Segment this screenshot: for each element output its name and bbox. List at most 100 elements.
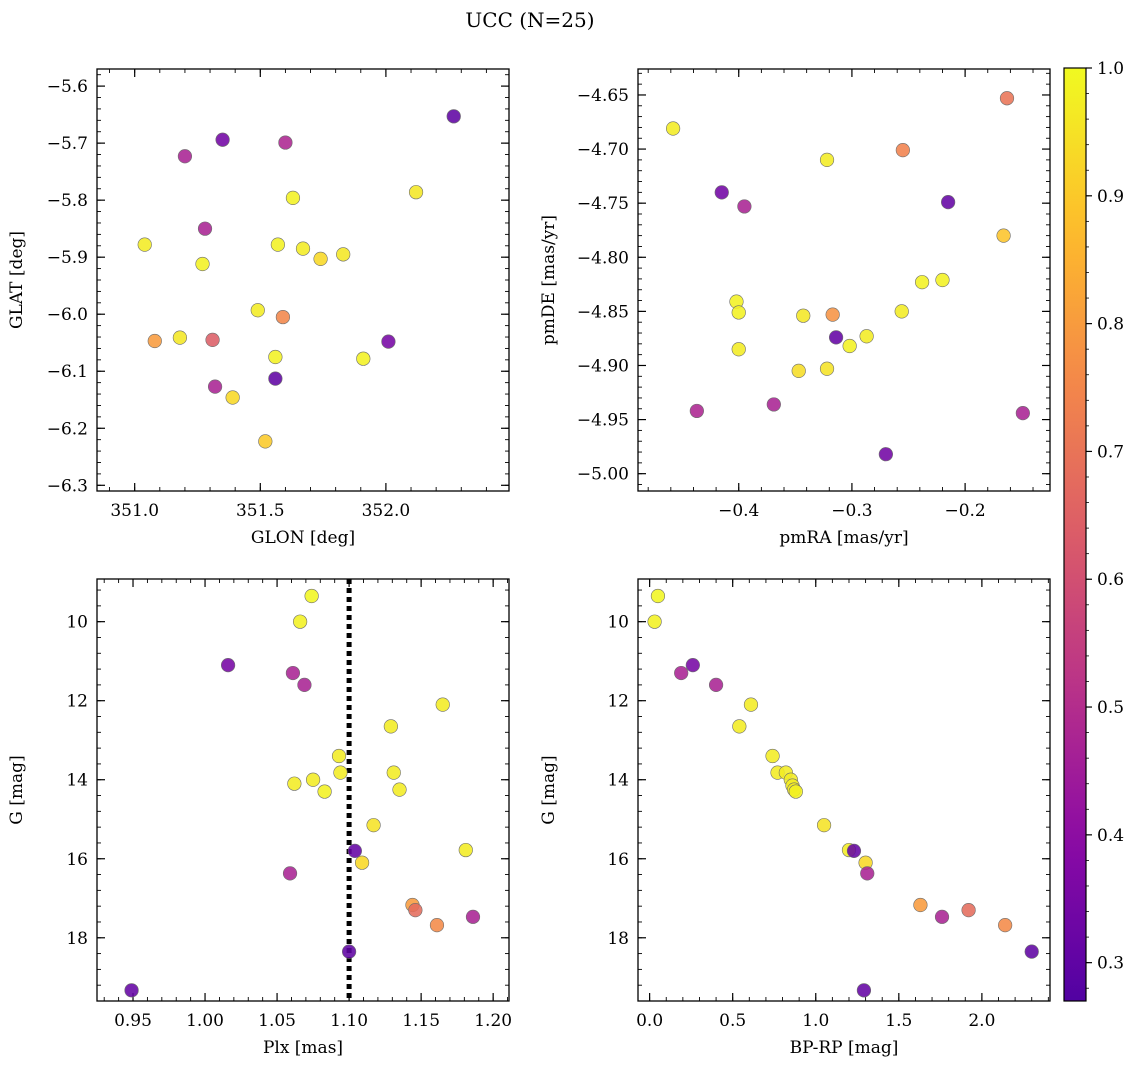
data-point bbox=[458, 842, 473, 858]
data-point bbox=[356, 351, 371, 366]
y-tick-label: −5.7 bbox=[47, 134, 88, 154]
y-tick-label: −6.3 bbox=[47, 476, 88, 496]
data-point bbox=[295, 241, 311, 256]
x-tick-label: 1.05 bbox=[258, 1011, 296, 1031]
data-point bbox=[392, 782, 407, 797]
y-tick-label: −4.85 bbox=[577, 302, 629, 322]
data-point bbox=[791, 363, 806, 378]
data-point bbox=[258, 434, 273, 449]
colorbar-tick-label: 0.9 bbox=[1097, 187, 1124, 207]
x-tick-label: 351.5 bbox=[236, 501, 285, 521]
data-point bbox=[268, 371, 283, 386]
data-point bbox=[1015, 405, 1030, 421]
x-axis-label: BP-RP [mag] bbox=[790, 1038, 899, 1058]
data-point bbox=[270, 237, 285, 252]
data-point bbox=[685, 658, 700, 673]
data-point bbox=[816, 818, 832, 833]
data-point bbox=[285, 665, 301, 681]
data-point bbox=[381, 334, 396, 349]
data-point bbox=[268, 349, 283, 365]
x-tick-label: −0.3 bbox=[831, 501, 872, 521]
y-tick-label: 14 bbox=[66, 771, 88, 791]
y-tick-label: 10 bbox=[607, 613, 629, 633]
data-point bbox=[282, 866, 298, 881]
y-axis-label: GLAT [deg] bbox=[7, 231, 27, 329]
x-tick-label: 1.15 bbox=[402, 1011, 440, 1031]
data-point bbox=[215, 132, 230, 147]
colorbar-tick-label: 0.7 bbox=[1097, 442, 1124, 462]
data-point bbox=[737, 199, 752, 214]
data-point bbox=[665, 121, 681, 136]
data-point bbox=[689, 403, 704, 419]
data-point bbox=[197, 221, 213, 236]
data-point bbox=[275, 309, 291, 325]
data-point bbox=[743, 697, 759, 712]
data-point bbox=[878, 447, 893, 462]
data-point bbox=[313, 251, 328, 266]
x-tick-label: −0.4 bbox=[718, 501, 759, 521]
data-point bbox=[278, 135, 293, 150]
data-point bbox=[913, 897, 928, 913]
x-tick-label: 351.0 bbox=[110, 501, 159, 521]
panels: 351.0 351.5 352.0 −5.6 −5.7 −5.8 −5.9 −6.0 −6.1 −… bbox=[7, 68, 1051, 1058]
data-point bbox=[386, 765, 401, 780]
data-point bbox=[304, 588, 319, 604]
y-tick-label: −6.0 bbox=[47, 305, 88, 325]
y-tick-label: −6.2 bbox=[47, 419, 88, 439]
data-point bbox=[429, 918, 445, 933]
y-tick-label: 12 bbox=[607, 692, 629, 712]
data-point bbox=[336, 247, 351, 262]
y-tick-label: −5.9 bbox=[47, 248, 88, 268]
data-point bbox=[446, 109, 461, 124]
data-point bbox=[147, 333, 162, 349]
y-tick-label: −4.70 bbox=[577, 140, 629, 160]
panel-1: 351.0 351.5 352.0 −5.6 −5.7 −5.8 −5.9 −6.0 −6.1 −… bbox=[7, 68, 510, 548]
data-point bbox=[408, 185, 424, 200]
data-point bbox=[333, 765, 348, 780]
data-point bbox=[1024, 944, 1039, 959]
data-point bbox=[856, 983, 872, 998]
data-point bbox=[366, 818, 381, 833]
x-tick-label: 1.5 bbox=[885, 1011, 912, 1031]
data-point bbox=[172, 330, 188, 345]
colorbar: 0.3 0.4 0.5 0.6 0.7 0.8 0.9 1.0 bbox=[1063, 59, 1124, 1002]
data-point bbox=[205, 332, 220, 347]
data-point bbox=[647, 614, 662, 629]
data-point bbox=[788, 784, 803, 799]
x-tick-label: 0.95 bbox=[114, 1011, 152, 1031]
y-tick-label: 18 bbox=[66, 929, 88, 949]
y-axis-label: pmDE [mas/yr] bbox=[539, 215, 559, 345]
x-axis-label: pmRA [mas/yr] bbox=[779, 528, 908, 548]
data-point bbox=[766, 397, 781, 412]
colorbar-tick-label: 0.5 bbox=[1097, 698, 1124, 718]
data-point bbox=[894, 304, 909, 319]
x-tick-label: 1.10 bbox=[330, 1011, 368, 1031]
data-point bbox=[435, 697, 450, 712]
x-tick-label: 352.0 bbox=[362, 501, 411, 521]
y-tick-label: −4.90 bbox=[577, 356, 629, 376]
data-point bbox=[935, 272, 950, 288]
data-point bbox=[225, 390, 240, 405]
y-tick-label: −5.00 bbox=[577, 465, 629, 485]
y-axis-label: G [mag] bbox=[7, 755, 27, 824]
data-point bbox=[819, 152, 835, 167]
data-point bbox=[731, 342, 746, 357]
data-point bbox=[305, 772, 321, 787]
data-point bbox=[941, 194, 956, 210]
colorbar-tick-label: 0.8 bbox=[1097, 315, 1124, 335]
figure-title: UCC (N=25) bbox=[465, 8, 594, 32]
data-point bbox=[195, 256, 210, 272]
data-point bbox=[177, 149, 193, 164]
data-point bbox=[124, 983, 139, 998]
colorbar-tick-label: 0.3 bbox=[1097, 954, 1124, 974]
data-point bbox=[650, 588, 666, 604]
x-axis-label: Plx [mas] bbox=[263, 1038, 343, 1058]
data-point bbox=[732, 719, 747, 734]
data-point bbox=[860, 866, 875, 881]
data-point bbox=[859, 329, 874, 344]
data-point bbox=[408, 903, 423, 918]
data-point bbox=[846, 843, 862, 858]
y-tick-label: 14 bbox=[607, 771, 629, 791]
x-tick-label: 2.0 bbox=[968, 1011, 995, 1031]
